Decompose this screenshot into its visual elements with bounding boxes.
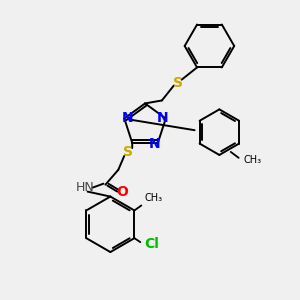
Text: CH₃: CH₃ [244,155,262,165]
Text: N: N [157,110,169,124]
Text: N: N [122,110,133,124]
Text: N: N [149,137,161,151]
Text: S: S [173,76,183,90]
Text: Cl: Cl [144,237,159,251]
Text: O: O [116,184,128,199]
Text: HN: HN [76,181,95,194]
Text: S: S [123,145,133,159]
Text: CH₃: CH₃ [144,193,162,202]
